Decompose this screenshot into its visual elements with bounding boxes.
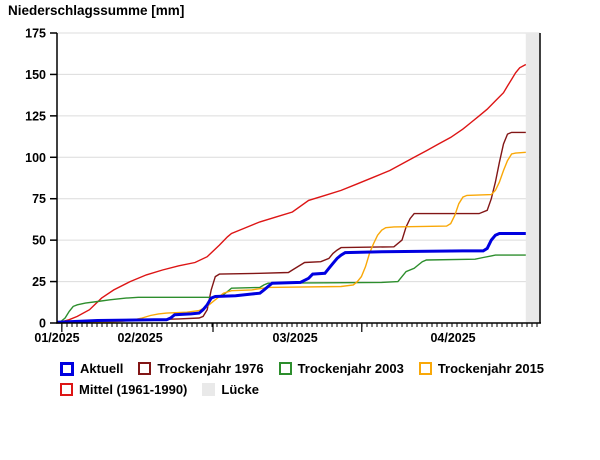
legend-label-trockenjahr-2015: Trockenjahr 2015: [437, 361, 545, 376]
y-tick-label-100: 100: [25, 151, 46, 165]
legend-swatch-trockenjahr-2015: [418, 362, 432, 375]
legend-swatch-luecke: [202, 383, 216, 396]
series-mittel-1961-1990-: [56, 63, 527, 324]
chart-title: Niederschlagssumme [mm]: [8, 3, 185, 18]
legend-row-2: Mittel (1961-1990) Lücke: [60, 382, 590, 397]
series-trockenjahr-1976: [56, 131, 526, 323]
legend-label-trockenjahr-2003: Trockenjahr 2003: [297, 361, 404, 376]
legend-item-trockenjahr-2015: Trockenjahr 2015: [418, 361, 545, 376]
x-tick-label-04-2025: 04/2025: [430, 331, 475, 345]
legend-label-aktuell: Aktuell: [80, 361, 124, 376]
y-tick-label-0: 0: [39, 317, 46, 331]
legend-swatch-trockenjahr-1976: [138, 362, 152, 375]
legend-label-luecke: Lücke: [221, 382, 259, 397]
legend-label-trockenjahr-1976: Trockenjahr 1976: [157, 361, 264, 376]
legend-swatch-mittel-1961-1990: [60, 383, 73, 396]
series-trockenjahr-2003: [56, 254, 526, 324]
y-tick-label-175: 175: [25, 27, 46, 41]
gap-band-luecke: [525, 33, 540, 323]
legend-label-mittel-1961-1990: Mittel (1961-1990): [79, 382, 188, 397]
series-aktuell: [56, 232, 526, 324]
x-tick-label-03-2025: 03/2025: [273, 331, 318, 345]
series-trockenjahr-2015: [56, 151, 526, 324]
x-tick-label-02-2025: 02/2025: [117, 331, 162, 345]
y-tick-label-50: 50: [32, 234, 46, 248]
legend-swatch-trockenjahr-2003: [278, 362, 292, 375]
y-tick-label-75: 75: [32, 192, 46, 206]
legend-item-trockenjahr-1976: Trockenjahr 1976: [138, 361, 264, 376]
legend-item-aktuell: Aktuell: [60, 361, 123, 376]
legend-item-mittel-1961-1990: Mittel (1961-1990): [60, 382, 187, 397]
y-tick-label-25: 25: [32, 275, 46, 289]
legend-item-trockenjahr-2003: Trockenjahr 2003: [278, 361, 404, 376]
y-tick-label-150: 150: [25, 68, 46, 82]
legend: Aktuell Trockenjahr 1976 Trockenjahr 2003 T…: [60, 361, 590, 403]
y-tick-label-125: 125: [25, 109, 46, 123]
x-tick-label-01-2025: 01/2025: [34, 331, 79, 345]
legend-swatch-aktuell: [60, 361, 74, 376]
legend-row-1: Aktuell Trockenjahr 1976 Trockenjahr 2003 T…: [60, 361, 590, 376]
plot-area: 0 25 50 75 100 125 150 175 01/2025 02/2025 03/2025…: [25, 27, 541, 345]
legend-item-luecke: Lücke: [202, 382, 259, 397]
